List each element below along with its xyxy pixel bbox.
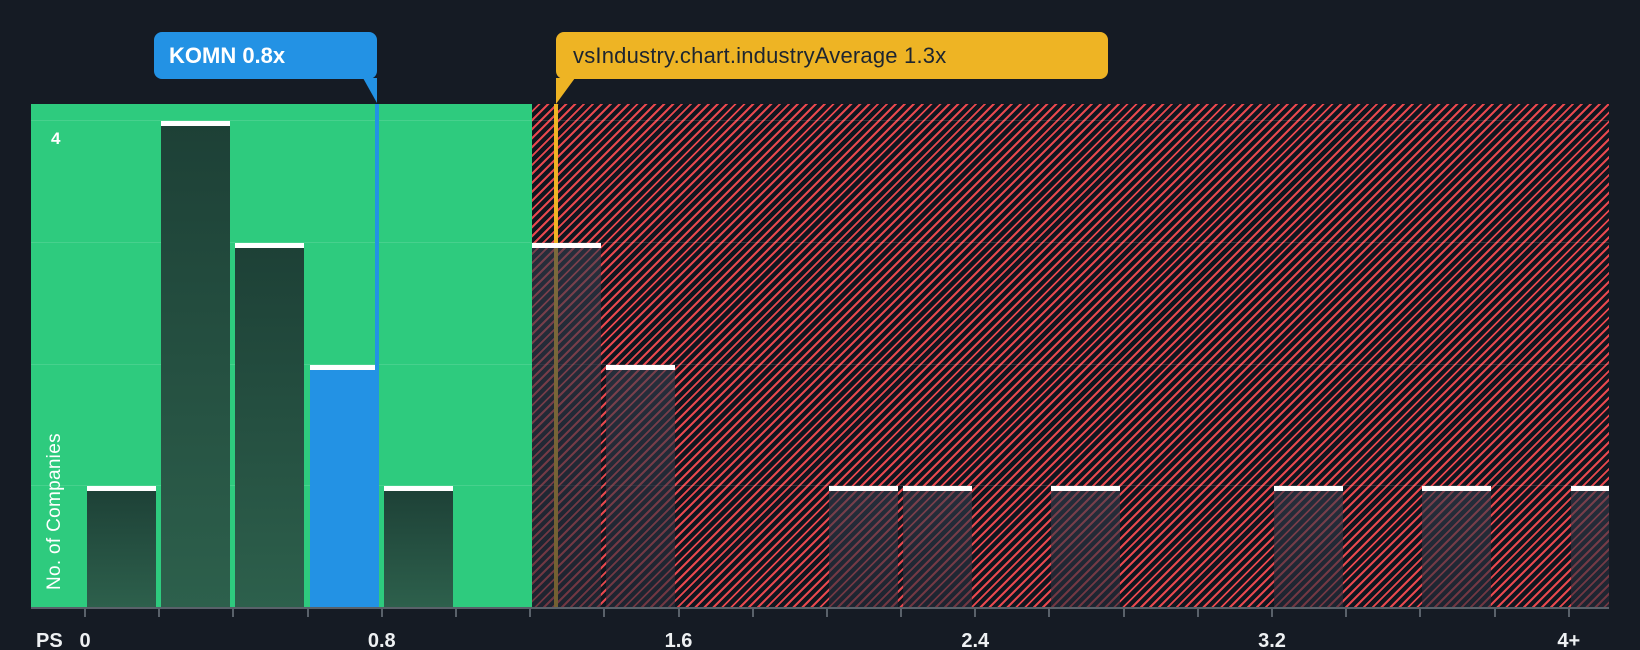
bar-top-cap: [383, 486, 453, 492]
x-axis-tick: [306, 609, 309, 617]
bar-top-cap: [309, 364, 379, 370]
x-axis-line: [31, 607, 1609, 609]
company-marker-line: [375, 104, 380, 608]
x-axis-tick: [232, 609, 235, 617]
bar-top-cap: [87, 486, 156, 492]
bar-top-cap: [903, 486, 973, 492]
company-tooltip-pointer-icon: [363, 78, 377, 103]
x-axis-label-0: 0: [79, 630, 91, 650]
histogram-bar[interactable]: [1422, 486, 1492, 608]
y-axis-tick-label: 4: [51, 129, 61, 148]
x-axis-tick: [84, 609, 86, 617]
bar-top-cap: [235, 242, 305, 248]
x-axis-tick: [1493, 609, 1496, 617]
x-axis-tick: [1196, 609, 1199, 617]
x-axis-tick: [974, 609, 977, 617]
gridline-y-2: [31, 363, 1609, 365]
company-tooltip-label: KOMN 0.8x: [169, 42, 286, 68]
bar-top-cap: [161, 121, 231, 126]
histogram-bar[interactable]: [87, 486, 156, 608]
x-axis-tick: [380, 609, 383, 617]
x-axis-tick: [825, 609, 828, 617]
gridline-y-4: [31, 120, 1609, 121]
histogram-bar[interactable]: [383, 486, 453, 608]
bar-top-cap: [1274, 486, 1344, 492]
histogram-bar[interactable]: [903, 486, 973, 608]
x-axis-tick: [900, 609, 903, 617]
histogram-bar[interactable]: [235, 242, 305, 608]
bar-top-cap: [828, 486, 898, 492]
bar-top-cap: [532, 242, 602, 248]
x-axis-tick: [1567, 609, 1570, 617]
x-axis-tick: [1419, 609, 1422, 617]
histogram-bar[interactable]: [1051, 486, 1121, 608]
histogram-bar[interactable]: [532, 242, 602, 608]
bar-top-cap: [606, 364, 676, 370]
x-axis-tick: [454, 609, 457, 617]
x-axis-label-3.2: 3.2: [1258, 630, 1286, 650]
x-axis-label-4+: 4+: [1557, 630, 1581, 650]
histogram-bar[interactable]: [1570, 486, 1609, 608]
industry-average-tooltip: vsIndustry.chart.industryAverage 1.3x: [556, 32, 1108, 79]
histogram-bar-company[interactable]: [309, 364, 379, 608]
x-axis-tick: [751, 609, 754, 617]
x-axis-title: PS: [36, 630, 63, 650]
x-axis-tick: [603, 609, 606, 617]
plot-area[interactable]: [31, 104, 1609, 608]
bar-top-cap: [1570, 486, 1609, 492]
x-axis-label-2.4: 2.4: [961, 630, 990, 650]
gridline-y-1: [31, 485, 1609, 487]
histogram-bar[interactable]: [828, 486, 898, 608]
industry-tooltip-label: vsIndustry.chart.industryAverage 1.3x: [573, 42, 947, 68]
x-axis-tick: [529, 609, 532, 617]
x-axis-label-0.8: 0.8: [367, 630, 396, 650]
histogram-bar[interactable]: [1274, 486, 1344, 608]
x-axis-tick: [1048, 609, 1051, 617]
x-axis-label-1.6: 1.6: [664, 630, 693, 650]
bar-top-cap: [1422, 486, 1492, 492]
industry-tooltip-pointer-icon: [556, 78, 575, 104]
gridline-y-3: [31, 241, 1609, 243]
y-axis-title: No. of Companies: [44, 433, 65, 590]
x-axis-tick: [158, 609, 161, 617]
histogram-bar[interactable]: [161, 121, 231, 608]
company-tooltip: KOMN 0.8x: [154, 32, 377, 79]
bar-top-cap: [1051, 486, 1121, 492]
x-axis-tick: [1345, 609, 1348, 617]
histogram-bar[interactable]: [606, 364, 676, 608]
x-axis-tick: [677, 609, 680, 617]
x-axis-tick: [1122, 609, 1125, 617]
x-axis-tick: [1271, 609, 1274, 617]
